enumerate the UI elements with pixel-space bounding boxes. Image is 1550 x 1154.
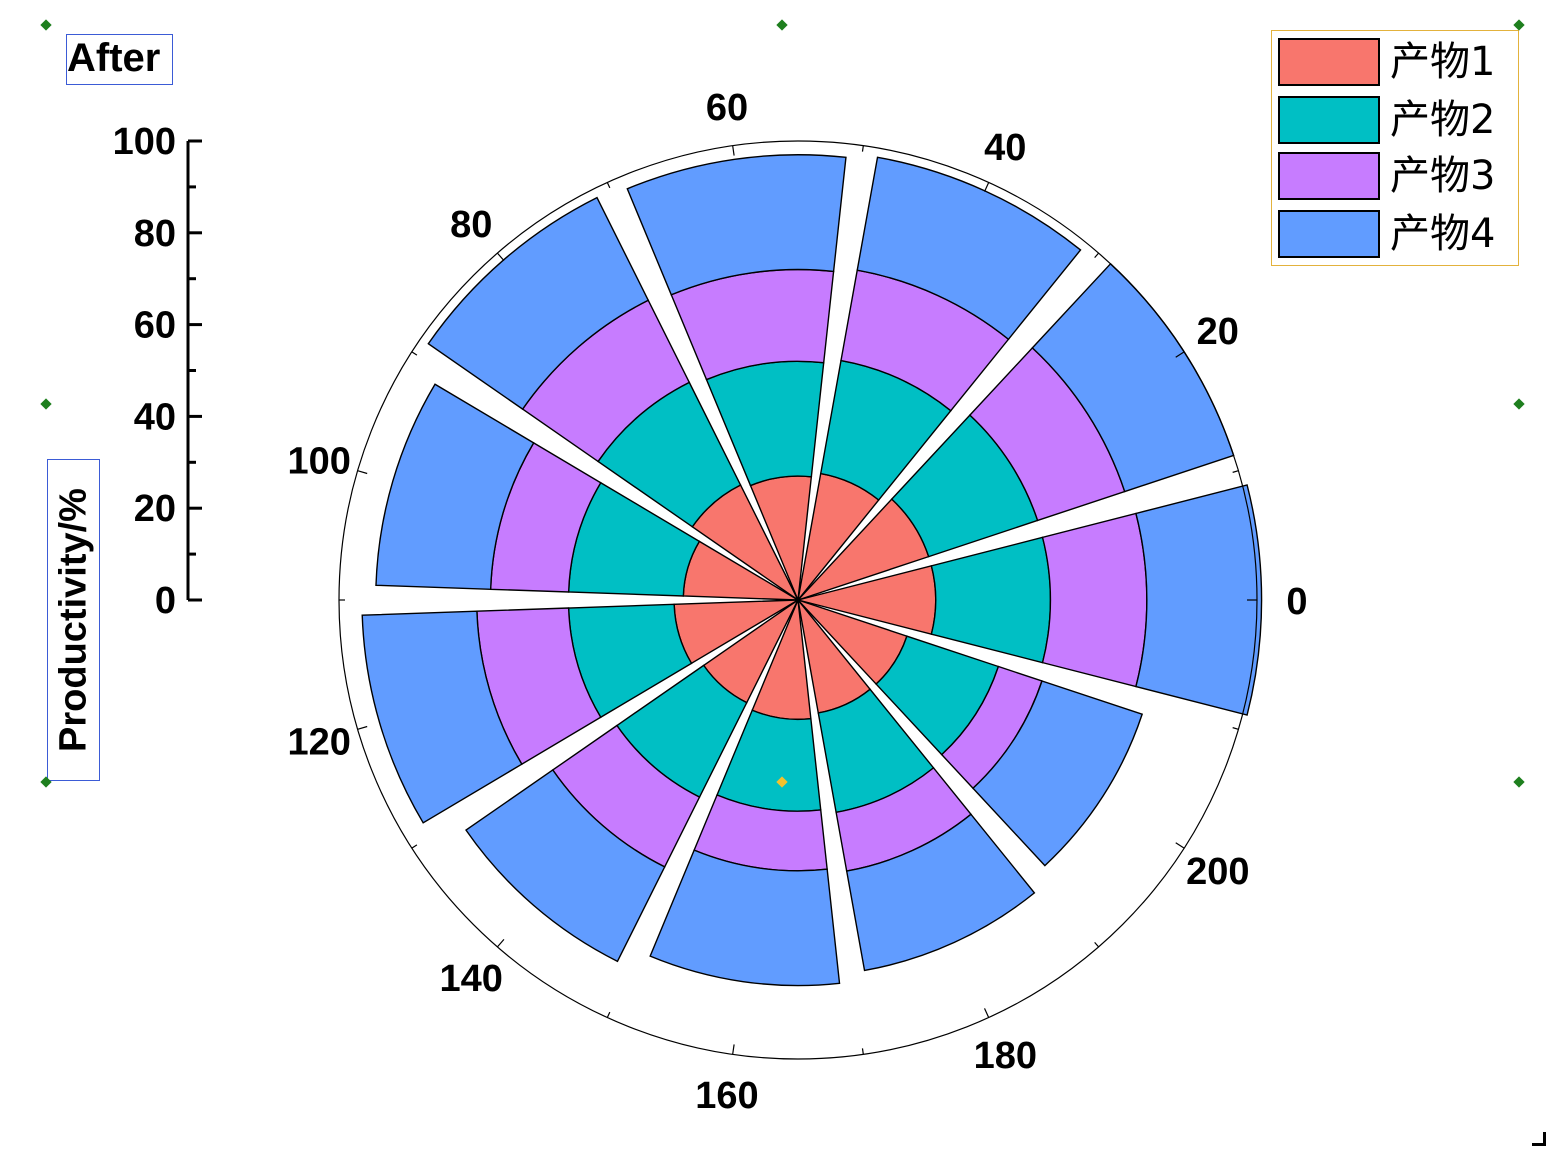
legend-label: 产物4	[1390, 211, 1496, 257]
legend-label: 产物1	[1390, 39, 1496, 85]
resize-corner-icon[interactable]	[1532, 1132, 1546, 1146]
legend-item: 产物4	[1278, 207, 1514, 259]
legend-swatch	[1278, 152, 1380, 200]
radial-tick-label: 0	[155, 580, 176, 622]
wedge-segment	[649, 849, 841, 987]
angular-tick	[357, 470, 368, 475]
wedge-layer	[361, 154, 1263, 987]
angular-tick	[983, 1008, 990, 1018]
radial-tick-label: 80	[134, 213, 176, 255]
legend: 产物1 产物2 产物3 产物4	[1271, 30, 1519, 266]
angular-tick	[983, 182, 990, 192]
legend-item: 产物2	[1278, 93, 1514, 145]
angular-tick	[496, 938, 505, 948]
legend-swatch	[1278, 210, 1380, 258]
radial-tick-label: 40	[134, 396, 176, 438]
angular-ticks	[339, 145, 1257, 1055]
legend-label: 产物2	[1390, 97, 1496, 143]
y-axis-label: Productivity/%	[52, 488, 95, 752]
legend-item: 产物1	[1278, 35, 1514, 87]
angular-tick	[411, 351, 418, 356]
angular-tick-label: 60	[706, 87, 748, 129]
angular-tick	[496, 252, 505, 262]
wedge-segment	[427, 196, 650, 411]
angular-tick-label: 180	[974, 1035, 1037, 1077]
legend-swatch	[1278, 38, 1380, 86]
angular-tick-label: 120	[288, 722, 351, 764]
wedge-segment	[856, 156, 1082, 341]
angular-tick	[357, 725, 368, 730]
radial-tick-label: 20	[134, 488, 176, 530]
angular-tick	[1232, 470, 1239, 473]
wedge-segment	[972, 680, 1144, 867]
angular-tick	[411, 844, 418, 849]
wedge-segment	[626, 154, 847, 296]
angular-tick	[1094, 941, 1100, 948]
radial-tick-label: 60	[134, 305, 176, 347]
angular-tick	[1175, 351, 1185, 358]
angular-tick-label: 20	[1197, 311, 1239, 353]
angular-tick	[606, 1011, 611, 1018]
angular-tick-label: 100	[288, 440, 351, 482]
angular-tick-label: 140	[440, 958, 503, 1000]
angular-tick	[1232, 727, 1239, 730]
wedge-segment	[930, 536, 1052, 664]
ylabel-frame	[47, 459, 100, 781]
angular-tick-label: 200	[1186, 851, 1249, 893]
angular-tick-label: 0	[1286, 581, 1307, 623]
angular-tick	[1175, 842, 1185, 849]
radial-tick-label: 100	[113, 121, 176, 163]
wedge-segment	[845, 813, 1036, 972]
legend-swatch	[1278, 96, 1380, 144]
legend-label: 产物3	[1390, 153, 1496, 199]
radial-axis: 0 20 40 60 80 100	[113, 121, 202, 622]
wedge-segment	[375, 383, 535, 590]
wedge-segment	[361, 610, 523, 824]
angular-tick-label: 160	[695, 1075, 758, 1117]
angular-tick-label: 80	[450, 204, 492, 246]
chart-title: After	[67, 36, 161, 80]
angular-tick	[732, 145, 735, 156]
wedge-segment	[1041, 512, 1148, 688]
angular-tick	[732, 1044, 735, 1055]
angular-tick-labels: 0 20 40 60 80 100 120 140 160 180 200	[288, 87, 1308, 1117]
legend-item: 产物3	[1278, 149, 1514, 201]
angular-tick	[1094, 252, 1100, 259]
angular-tick	[861, 1048, 864, 1055]
angular-tick-label: 40	[984, 127, 1026, 169]
wedge-segment	[465, 768, 666, 963]
angular-tick	[606, 182, 611, 189]
title-frame	[66, 34, 173, 85]
angular-tick	[861, 145, 864, 152]
wedge-segment	[1135, 484, 1263, 716]
